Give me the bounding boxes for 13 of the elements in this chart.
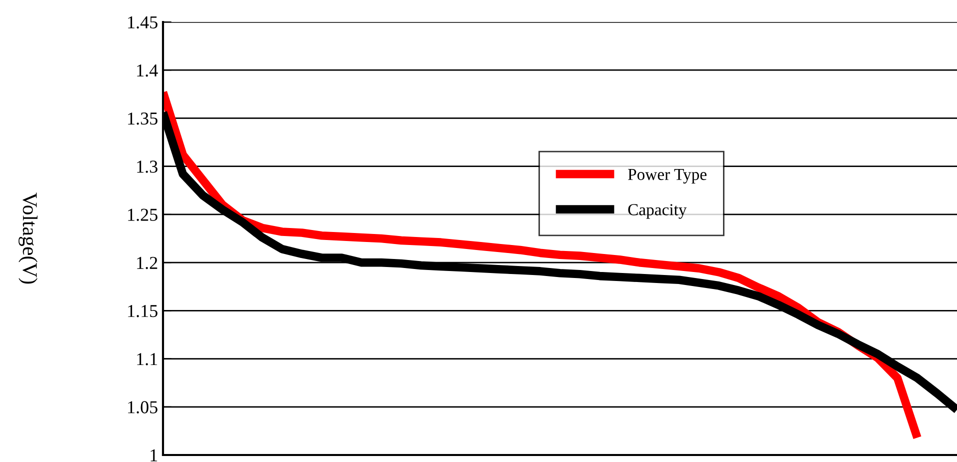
y-tick-label: 1.45	[128, 16, 158, 29]
y-tick-label: 1.35	[128, 112, 158, 125]
legend-label: Capacity	[628, 204, 687, 219]
y-tick-label: 1.15	[128, 305, 158, 318]
y-tick-label: 1.4	[137, 64, 158, 77]
y-tick-label: 1	[150, 449, 158, 462]
y-tick-label: 1.1	[137, 353, 158, 366]
y-tick-label: 1.2	[137, 256, 158, 270]
legend-label: Power Type	[628, 168, 706, 184]
y-tick-label: 1.25	[128, 208, 158, 221]
y-tick-label: 1.3	[137, 160, 158, 173]
y-tick-label: 1.05	[128, 401, 158, 414]
y-axis-title: Voltage(V)	[18, 192, 38, 284]
